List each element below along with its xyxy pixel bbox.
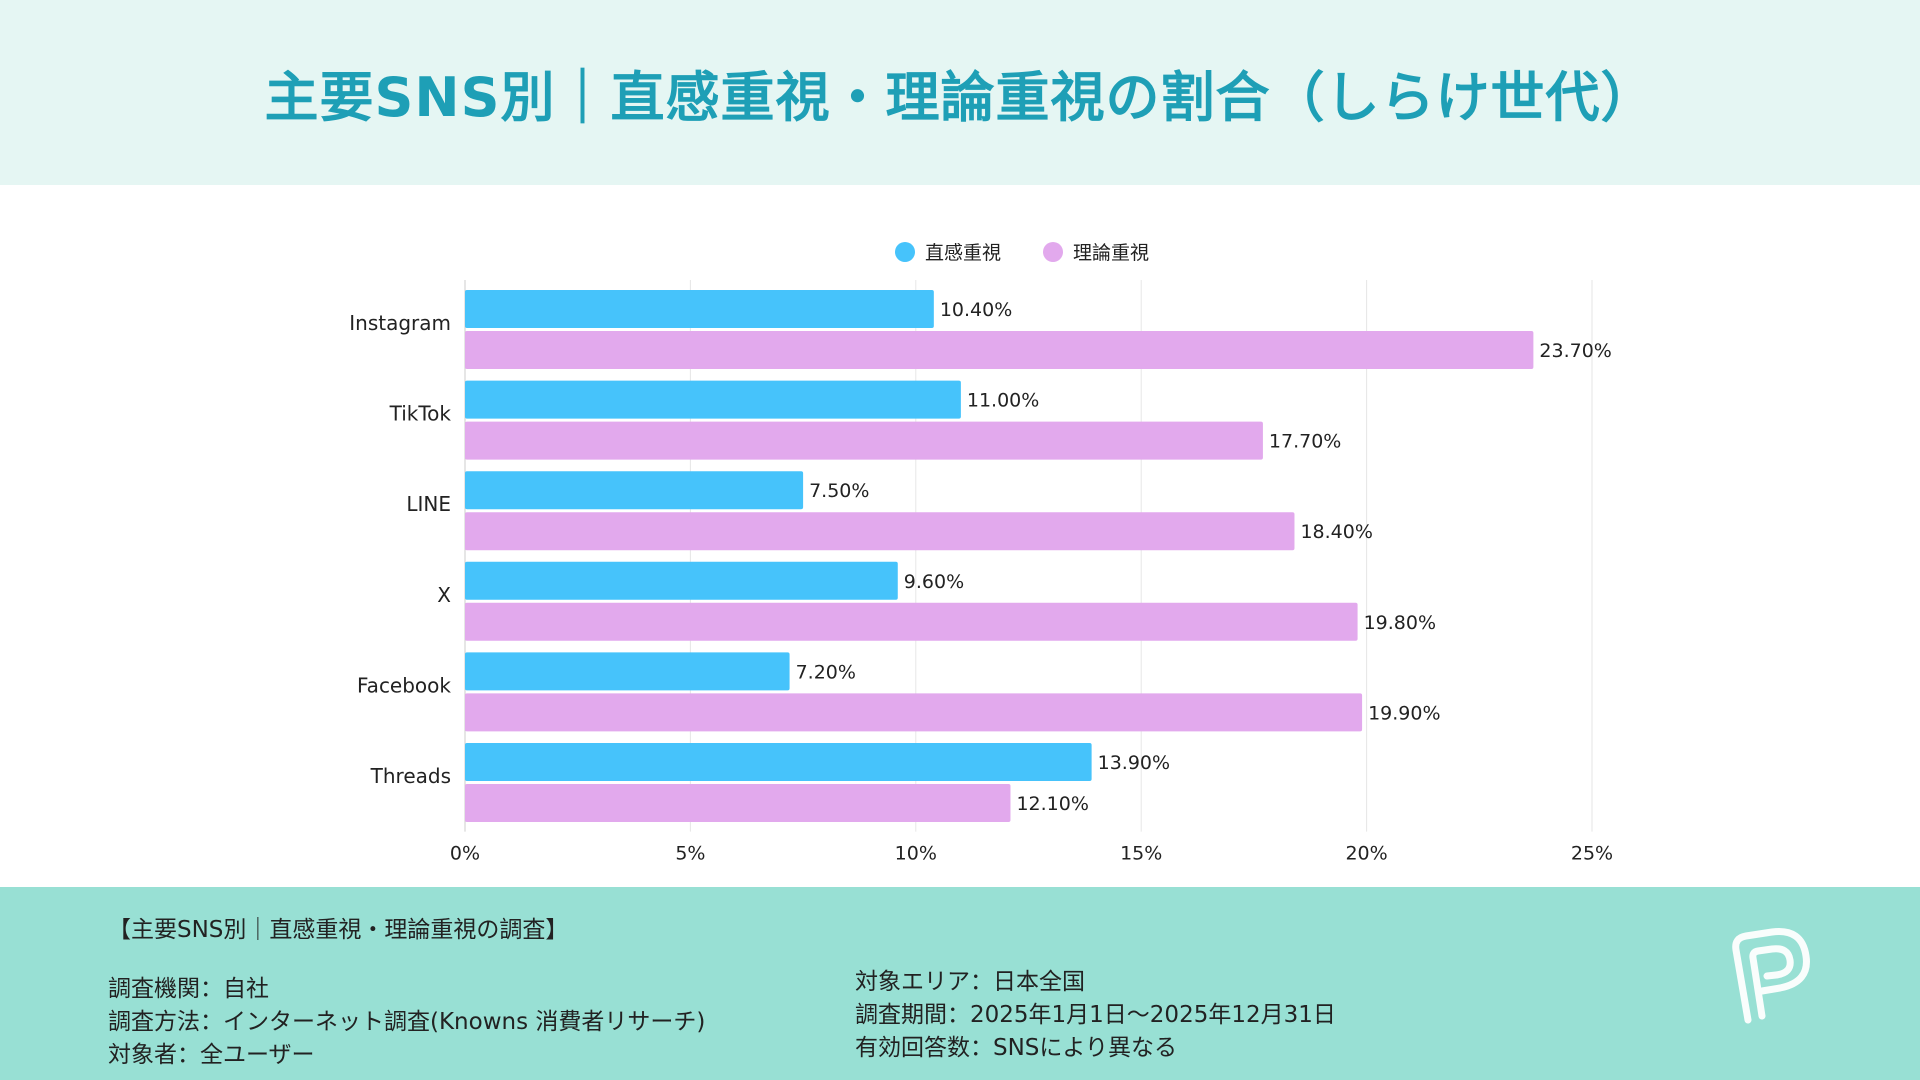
x-tick-label: 25% [1571, 843, 1613, 865]
category-label: Threads [370, 764, 451, 788]
x-tick-label: 10% [895, 843, 937, 865]
bar [465, 290, 934, 328]
footer: 【主要SNS別｜直感重視・理論重視の調査】 調査機関：自社 調査方法：インターネ… [0, 887, 1920, 1080]
bar [465, 602, 1358, 641]
x-tick-label: 20% [1345, 843, 1387, 865]
data-label: 17.70% [1269, 431, 1341, 453]
bar [465, 512, 1295, 551]
survey-organization: 調査機関：自社 [108, 976, 269, 1002]
p-logo-icon [1732, 928, 1810, 1024]
x-tick-label: 15% [1120, 843, 1162, 865]
legend-label: 直感重視 [925, 242, 1001, 264]
bar [465, 421, 1263, 460]
legend-label: 理論重視 [1073, 242, 1149, 264]
category-label: Facebook [357, 673, 451, 697]
bar [465, 380, 961, 419]
data-label: 7.50% [809, 480, 869, 502]
data-label: 18.40% [1300, 521, 1372, 543]
bar [465, 743, 1092, 781]
bar-chart: 0% 5% 10% 15% 20% 25% Instagram 10.40% 23.70% Tik… [349, 242, 1613, 865]
data-label: 9.60% [904, 571, 964, 593]
data-label: 12.10% [1016, 793, 1088, 815]
chart-area: 0% 5% 10% 15% 20% 25% Instagram 10.40% 23.70% Tik… [0, 185, 1920, 887]
category-label: TikTok [389, 402, 452, 426]
survey-title: 【主要SNS別｜直感重視・理論重視の調査】 [108, 917, 569, 943]
bar [465, 331, 1534, 369]
survey-period: 調査期間：2025年1月1日～2025年12月31日 [855, 1002, 1336, 1028]
category-label: X [437, 583, 451, 607]
legend-marker [895, 242, 915, 262]
category-label: Instagram [349, 311, 451, 335]
data-label: 23.70% [1539, 340, 1611, 362]
data-label: 7.20% [796, 661, 856, 683]
legend-marker [1043, 242, 1063, 262]
data-label: 10.40% [940, 299, 1012, 321]
page-title: 主要SNS別｜直感重視・理論重視の割合（しらけ世代） [264, 66, 1656, 129]
bar [465, 784, 1011, 822]
survey-target: 対象者：全ユーザー [108, 1042, 315, 1068]
bar [465, 652, 790, 691]
header: 主要SNS別｜直感重視・理論重視の割合（しらけ世代） [0, 0, 1920, 185]
x-tick-label: 0% [450, 843, 480, 865]
survey-method: 調査方法：インターネット調査(Knowns 消費者リサーチ) [108, 1009, 706, 1035]
data-label: 19.90% [1368, 702, 1440, 724]
data-label: 19.80% [1364, 612, 1436, 634]
bar [465, 471, 804, 510]
survey-responses: 有効回答数：SNSにより異なる [855, 1035, 1177, 1061]
category-label: LINE [406, 492, 451, 516]
bar [465, 561, 898, 600]
survey-area: 対象エリア：日本全国 [855, 969, 1085, 995]
x-tick-label: 5% [675, 843, 705, 865]
data-label: 11.00% [967, 390, 1039, 412]
bar [465, 693, 1363, 732]
data-label: 13.90% [1098, 752, 1170, 774]
